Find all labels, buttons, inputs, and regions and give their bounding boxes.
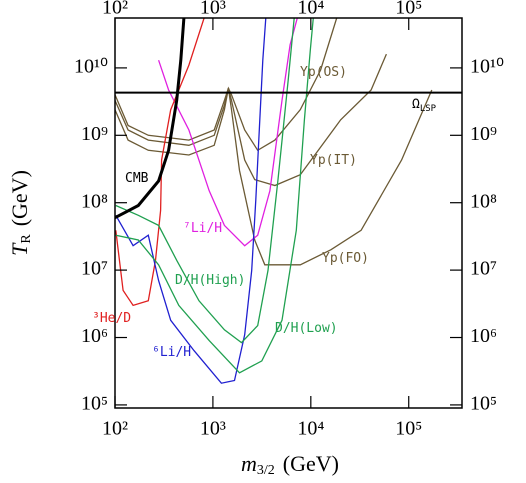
y-tick-label-right: 10¹⁰	[470, 55, 504, 77]
y-tick-label: 10⁸	[81, 190, 108, 212]
x-tick-label-top: 10⁵	[395, 0, 422, 19]
curve-label: Yp(FO)	[322, 251, 369, 266]
x-tick-label-top: 10³	[200, 0, 226, 19]
curve-label: ³He/D	[92, 311, 131, 326]
frame	[114, 17, 463, 409]
x-label-symbol: m	[241, 451, 257, 476]
y-axis-label: TR (GeV)	[7, 170, 34, 256]
curve-label: D/H(High)	[175, 273, 245, 288]
y-tick-label-right: 10⁸	[470, 190, 497, 212]
curve	[157, 18, 298, 247]
x-label-sub: 3/2	[257, 463, 275, 478]
y-tick-label: 10¹⁰	[74, 55, 108, 77]
y-tick-label: 10⁹	[81, 123, 108, 145]
curve	[115, 18, 338, 152]
curve	[115, 18, 314, 374]
x-label-unit: (GeV)	[283, 451, 339, 476]
y-tick-label: 10⁶	[81, 325, 108, 347]
x-tick-label: 10³	[200, 418, 226, 440]
y-tick-label-right: 10⁹	[470, 123, 497, 145]
x-tick-label: 10⁵	[395, 418, 422, 440]
x-tick-label-top: 10²	[102, 0, 128, 19]
y-tick-label-right: 10⁶	[470, 325, 497, 347]
x-tick-label: 10²	[102, 418, 128, 440]
curve	[115, 18, 295, 344]
curve-label: ΩLSP	[412, 97, 437, 114]
y-label-sub: R	[19, 234, 34, 244]
curve	[115, 18, 267, 384]
curve	[115, 88, 433, 266]
curve-label-text: ³He/D	[92, 311, 131, 326]
curve-label-text: D/H(Low)	[275, 321, 338, 336]
curve-label-text: ⁶Li/H	[152, 345, 191, 360]
y-tick-label-right: 10⁷	[470, 258, 497, 280]
curve	[115, 18, 186, 220]
x-tick-label: 10⁴	[297, 418, 324, 440]
curve-label-text: D/H(High)	[175, 273, 245, 288]
curve-label: ⁷Li/H	[183, 221, 222, 236]
y-label-symbol: T	[7, 242, 32, 256]
x-axis-label: m3/2 (GeV)	[241, 451, 339, 478]
y-tick-label: 10⁵	[81, 393, 108, 415]
y-tick-label-right: 10⁵	[470, 393, 497, 415]
curve-label: Yp(IT)	[310, 153, 357, 168]
plot-area	[115, 18, 462, 384]
curve-label-text: CMB	[125, 171, 149, 186]
y-label-unit: (GeV)	[7, 170, 32, 226]
curve-label: ⁶Li/H	[152, 345, 191, 360]
x-tick-label-top: 10⁴	[297, 0, 324, 19]
curve	[115, 53, 387, 187]
curve-label-text: Yp(OS)	[300, 65, 347, 80]
curve-label: CMB	[125, 171, 149, 186]
curve-label-text: Ω	[412, 97, 420, 112]
curve-label-text: Yp(IT)	[310, 153, 357, 168]
y-tick-label: 10⁷	[81, 258, 108, 280]
curve-label: D/H(Low)	[275, 321, 338, 336]
curve-label: Yp(OS)	[300, 65, 347, 80]
curve	[115, 18, 205, 307]
curve-label-text: Yp(FO)	[322, 251, 369, 266]
curve-label-sub: LSP	[420, 104, 437, 114]
curve-label-text: ⁷Li/H	[183, 221, 222, 236]
